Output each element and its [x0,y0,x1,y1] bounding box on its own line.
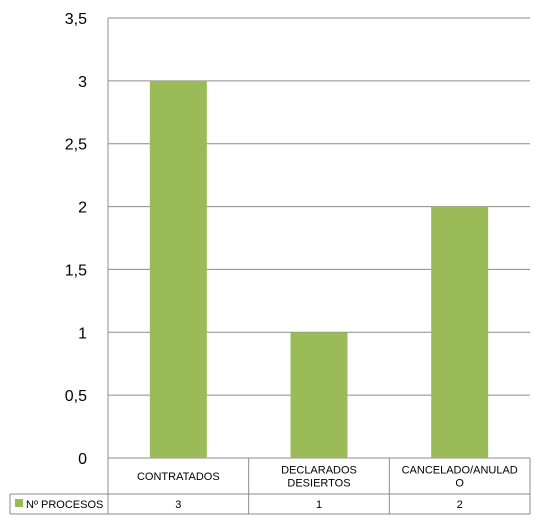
y-tick-label: 1 [78,325,87,342]
y-tick-label: 2 [78,200,87,217]
y-tick-label: 3 [78,74,87,91]
x-category-label: CONTRATADOS [137,471,220,483]
x-category-label: O [455,478,464,490]
y-tick-label: 0,5 [65,388,87,405]
y-tick-label: 2,5 [65,137,87,154]
bar-3 [431,206,489,458]
y-tick-label: 3,5 [65,11,87,28]
y-tick-label: 1,5 [65,262,87,279]
data-table-value: 3 [175,499,181,511]
x-category-label: DECLARADOS [281,465,357,477]
y-tick-label: 0 [78,451,87,468]
bar-1 [149,80,207,458]
data-table-value: 1 [316,499,322,511]
x-category-label: DESIERTOS [287,478,350,490]
x-category-label: CANCELADO/ANULAD [402,465,518,477]
bar-2 [290,332,348,458]
legend-swatch [15,499,23,507]
data-table-value: 2 [457,499,463,511]
legend-series-label: Nº PROCESOS [26,499,103,511]
